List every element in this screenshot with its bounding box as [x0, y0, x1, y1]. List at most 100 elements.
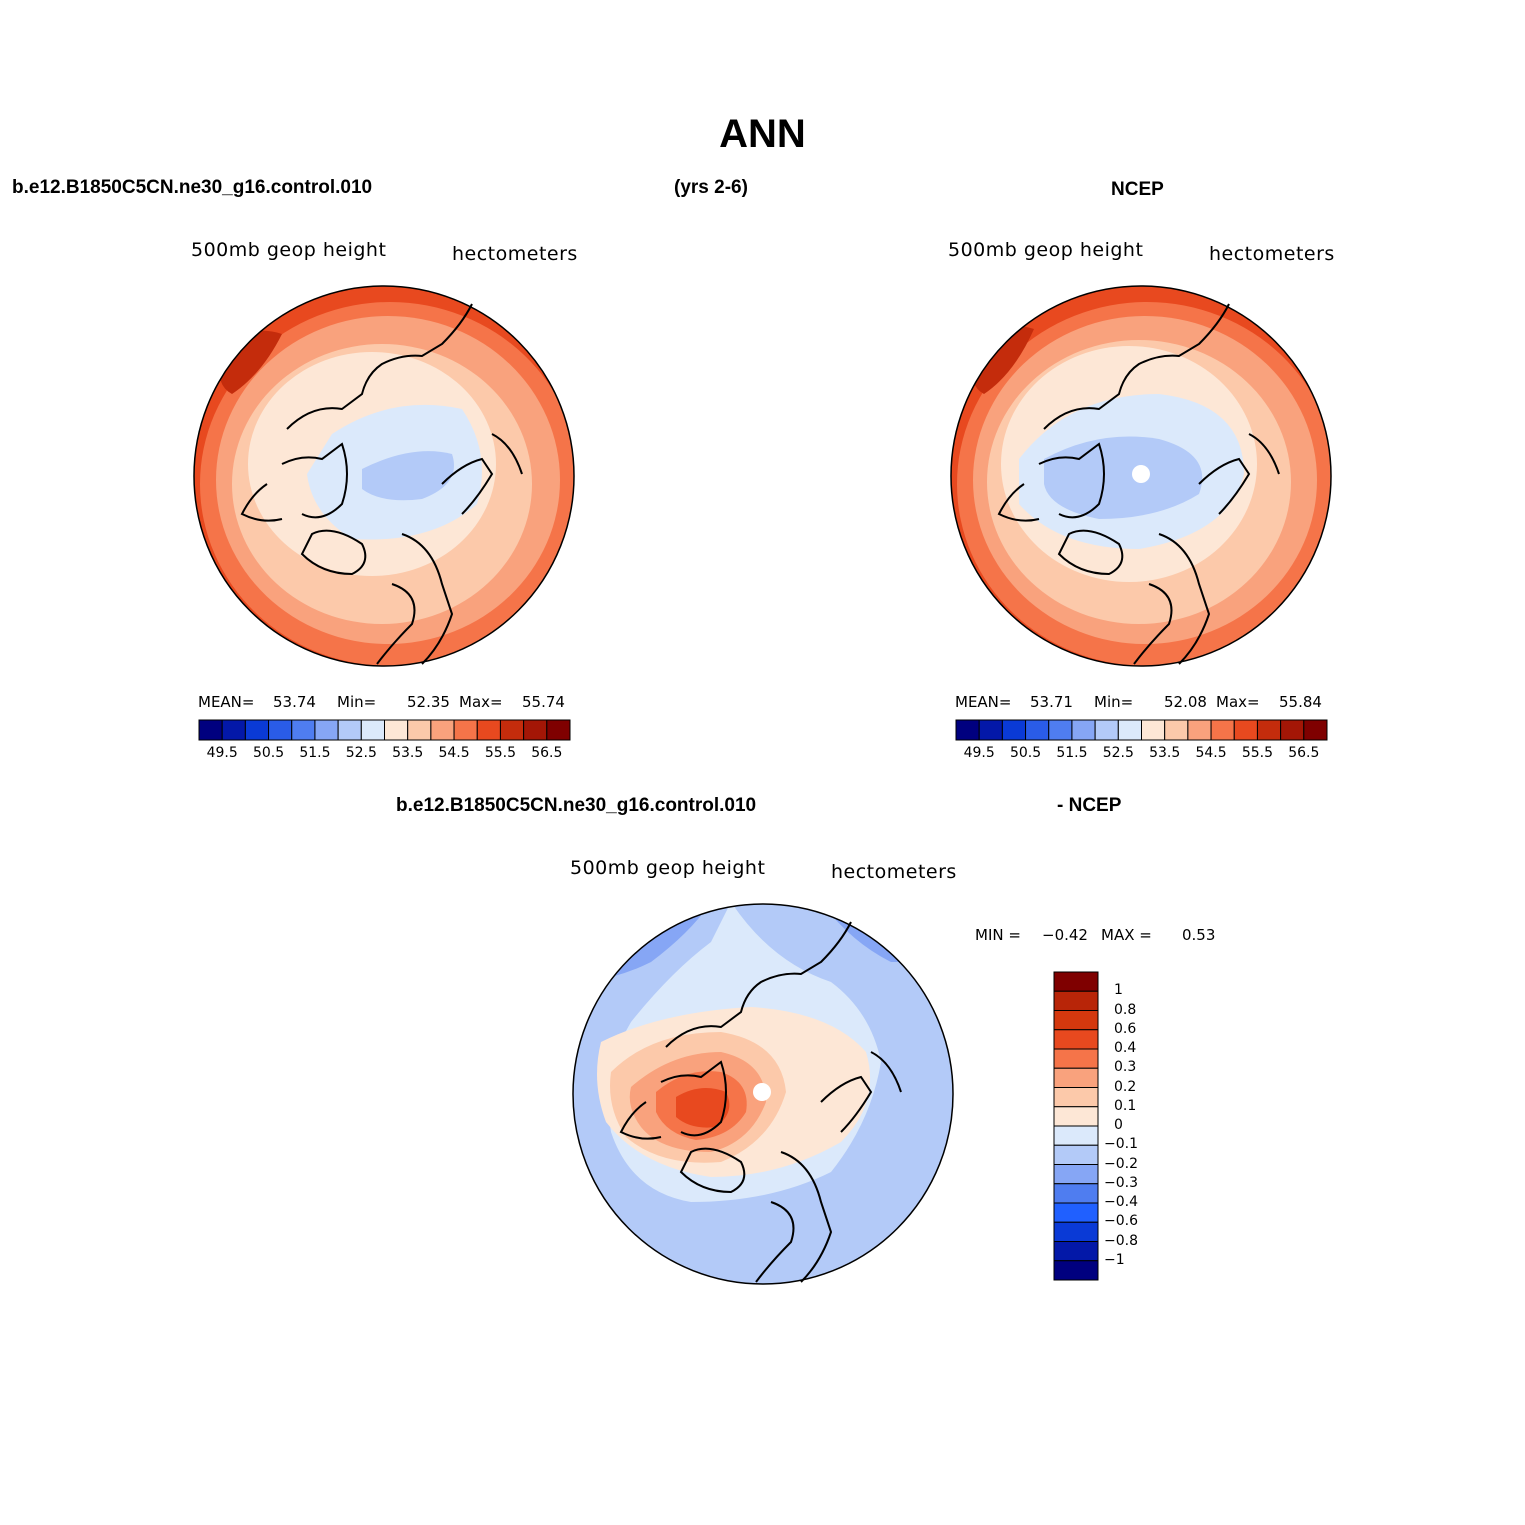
- model-min-value: 52.35: [407, 693, 450, 711]
- colorbar-box: [453, 719, 478, 741]
- colorbar-tick-label: 51.5: [1056, 745, 1088, 761]
- model-coastlines: [240, 303, 523, 665]
- colorbar-box: [360, 719, 385, 741]
- colorbar-tick-label: 50.5: [1009, 745, 1042, 761]
- colorbar-tick-label: 0.8: [1114, 1001, 1137, 1018]
- colorbar-tick-label: 56.5: [531, 745, 563, 761]
- diff-min-value: −0.42: [1042, 926, 1088, 944]
- model-plot-label: 500mb geop height: [191, 239, 387, 261]
- colorbar-tick-label: 52.5: [345, 745, 377, 761]
- colorbar-tick-label: 51.5: [299, 745, 331, 761]
- model-colorbar: [198, 719, 571, 741]
- colorbar-tick-label: −0.1: [1104, 1136, 1138, 1153]
- colorbar-box: [314, 719, 339, 741]
- colorbar-box: [1053, 1144, 1099, 1165]
- colorbar-tick-label: 56.5: [1288, 745, 1320, 761]
- ncep-min-value: 52.08: [1164, 693, 1207, 711]
- colorbar-tick-label: 49.5: [963, 745, 995, 761]
- colorbar-tick-label: 52.5: [1102, 745, 1134, 761]
- colorbar-box: [407, 719, 432, 741]
- colorbar-box: [1053, 1125, 1099, 1146]
- ncep-colorbar: [955, 719, 1328, 741]
- ncep-polar-map: [950, 285, 1332, 667]
- colorbar-tick-label: 50.5: [252, 745, 285, 761]
- colorbar-box: [291, 719, 316, 741]
- diff-colorbar-ticks: 1 0.8 0.6 0.4 0.3 0.2 0.1 0 −0.1 −0.2 −0.3 −0.4 −0.6…: [1104, 972, 1184, 1280]
- diff-max-value: 0.53: [1182, 926, 1216, 944]
- header-left: b.e12.B1850C5CN.ne30_g16.control.010: [12, 177, 373, 198]
- colorbar-box: [1164, 719, 1189, 741]
- colorbar-box: [499, 719, 525, 741]
- ncep-min-label: Min=: [1094, 693, 1134, 711]
- colorbar-tick-label: 0.1: [1114, 1097, 1137, 1114]
- diff-polar-map: [572, 903, 954, 1285]
- colorbar-box: [546, 719, 571, 741]
- colorbar-tick-label: −0.2: [1104, 1155, 1138, 1172]
- ncep-colorbar-ticks: 49.5 50.5 51.5 52.5 53.5 54.5 55.5 56.5: [956, 745, 1327, 763]
- colorbar-tick-label: −0.4: [1104, 1194, 1138, 1210]
- colorbar-box: [1303, 719, 1328, 741]
- colorbar-box: [1141, 719, 1166, 741]
- colorbar-tick-label: 0.3: [1114, 1059, 1137, 1076]
- colorbar-tick-label: 1: [1114, 982, 1123, 999]
- colorbar-box: [1053, 1010, 1099, 1031]
- colorbar-box: [978, 719, 1003, 741]
- diff-header-right: - NCEP: [1057, 795, 1122, 816]
- colorbar-box: [1053, 971, 1099, 992]
- diff-min-label: MIN =: [975, 926, 1021, 944]
- ncep-coastlines: [997, 303, 1280, 665]
- colorbar-box: [1071, 719, 1096, 741]
- colorbar-box: [221, 719, 246, 741]
- colorbar-tick-label: 53.5: [392, 745, 424, 761]
- diff-coastlines: [619, 921, 902, 1283]
- colorbar-box: [1053, 1164, 1099, 1185]
- model-mean-value: 53.74: [273, 693, 316, 711]
- main-title: ANN: [719, 112, 806, 156]
- colorbar-box: [268, 719, 293, 741]
- colorbar-box: [1053, 1260, 1099, 1281]
- colorbar-box: [1053, 1202, 1099, 1223]
- colorbar-tick-label: 0.4: [1114, 1040, 1137, 1056]
- colorbar-tick-label: −0.3: [1104, 1174, 1138, 1191]
- ncep-max-value: 55.84: [1279, 693, 1322, 711]
- colorbar-box: [1053, 1106, 1099, 1127]
- colorbar-box: [430, 719, 455, 741]
- colorbar-box: [384, 719, 409, 741]
- ncep-mean-value: 53.71: [1030, 693, 1073, 711]
- colorbar-tick-label: 49.5: [206, 745, 238, 761]
- diff-header-left: b.e12.B1850C5CN.ne30_g16.control.010: [396, 795, 757, 816]
- diff-colorbar: [1053, 971, 1099, 1281]
- colorbar-tick-label: −0.6: [1104, 1213, 1138, 1230]
- colorbar-box: [1053, 1029, 1099, 1050]
- colorbar-box: [1053, 1067, 1099, 1088]
- colorbar-box: [1025, 719, 1050, 741]
- colorbar-box: [1233, 719, 1258, 741]
- colorbar-box: [1210, 719, 1235, 741]
- colorbar-box: [1048, 719, 1073, 741]
- colorbar-tick-label: 54.5: [438, 745, 470, 761]
- colorbar-box: [1094, 719, 1119, 741]
- model-units-label: hectometers: [452, 243, 578, 265]
- colorbar-box: [198, 719, 223, 741]
- model-max-label: Max=: [459, 693, 503, 711]
- colorbar-box: [1256, 719, 1282, 741]
- colorbar-box: [1053, 990, 1099, 1011]
- colorbar-box: [1117, 719, 1142, 741]
- model-colorbar-ticks: 49.5 50.5 51.5 52.5 53.5 54.5 55.5 56.5: [199, 745, 570, 763]
- colorbar-box: [1187, 719, 1212, 741]
- colorbar-box: [1053, 1087, 1099, 1108]
- colorbar-box: [337, 719, 362, 741]
- colorbar-box: [476, 719, 501, 741]
- colorbar-box: [1053, 1183, 1099, 1204]
- ncep-mean-label: MEAN=: [955, 693, 1012, 711]
- colorbar-box: [1001, 719, 1027, 741]
- ncep-max-label: Max=: [1216, 693, 1260, 711]
- colorbar-tick-label: 55.5: [484, 745, 517, 761]
- colorbar-tick-label: −1: [1104, 1251, 1125, 1268]
- colorbar-tick-label: 53.5: [1149, 745, 1181, 761]
- header-right: NCEP: [1111, 179, 1164, 200]
- colorbar-box: [1053, 1221, 1099, 1242]
- model-min-label: Min=: [337, 693, 377, 711]
- model-max-value: 55.74: [522, 693, 565, 711]
- diff-units-label: hectometers: [831, 861, 957, 883]
